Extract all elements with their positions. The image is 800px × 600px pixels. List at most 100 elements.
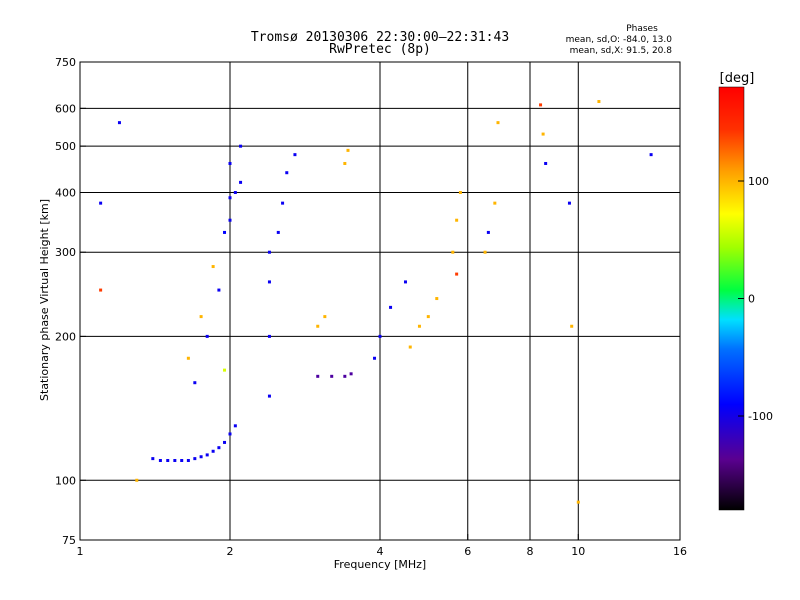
data-point (228, 196, 232, 200)
x-axis-label: Frequency [MHz] (334, 558, 426, 571)
data-point (193, 381, 197, 385)
x-tick-label: 10 (571, 545, 585, 558)
data-point (228, 218, 232, 222)
data-point (349, 372, 353, 376)
x-axis-ticks: 1 2 4 6 8 10 16 (77, 534, 687, 558)
x-tick-label: 1 (77, 545, 84, 558)
data-point (233, 424, 237, 428)
data-point (211, 265, 215, 269)
data-point (426, 315, 430, 319)
x-tick-label: 8 (527, 545, 534, 558)
data-point (276, 230, 280, 234)
data-point (389, 305, 393, 309)
data-point (228, 161, 232, 165)
data-point (493, 201, 497, 205)
y-tick-label: 200 (55, 330, 76, 343)
data-point (544, 161, 548, 165)
data-point (158, 458, 162, 462)
data-point (451, 250, 455, 254)
data-point (570, 324, 574, 328)
data-point (576, 500, 580, 504)
data-point (455, 272, 459, 276)
data-points (99, 100, 653, 504)
x-tick-label: 6 (464, 545, 471, 558)
data-point (567, 201, 571, 205)
data-point (135, 478, 139, 482)
data-point (223, 230, 227, 234)
data-point (193, 457, 197, 461)
data-point (346, 148, 350, 152)
data-point (117, 121, 121, 125)
y-tick-label: 75 (62, 534, 76, 547)
data-point (199, 315, 203, 319)
data-point (496, 121, 500, 125)
data-point (378, 334, 382, 338)
data-point (151, 457, 155, 461)
data-point (267, 334, 271, 338)
data-point (205, 453, 209, 457)
data-point (228, 432, 232, 436)
y-tick-label: 750 (55, 56, 76, 69)
data-point (285, 171, 289, 175)
data-point (330, 374, 334, 378)
data-point (99, 201, 103, 205)
data-point (267, 250, 271, 254)
y-tick-label: 500 (55, 140, 76, 153)
data-point (180, 458, 184, 462)
phases-o-line: mean, sd,O: -84.0, 13.0 (566, 35, 673, 45)
colorbar-label: [deg] (720, 71, 755, 86)
y-tick-label: 300 (55, 246, 76, 259)
y-axis-label: Stationary phase Virtual Height [km] (38, 199, 51, 401)
data-point (293, 153, 297, 157)
data-point (239, 180, 243, 184)
data-point (217, 446, 221, 450)
x-tick-label: 16 (673, 545, 687, 558)
data-point (281, 201, 285, 205)
data-point (217, 288, 221, 292)
data-point (435, 297, 439, 301)
data-point (223, 440, 227, 444)
data-point (173, 458, 177, 462)
data-point (539, 103, 543, 107)
colorbar-tick-label: 0 (748, 293, 755, 306)
data-point (316, 374, 320, 378)
data-point (323, 315, 327, 319)
data-point (458, 190, 462, 194)
data-point (205, 334, 209, 338)
data-point (343, 374, 347, 378)
chart-subtitle: RwPretec (8p) (329, 42, 431, 57)
phases-heading: Phases (626, 24, 658, 34)
data-point (373, 356, 377, 360)
data-point (211, 449, 215, 453)
data-point (267, 280, 271, 284)
colorbar-ticks: 100 0 -100 (738, 175, 773, 423)
data-point (267, 394, 271, 398)
data-point (486, 230, 490, 234)
data-point (483, 250, 487, 254)
data-point (403, 280, 407, 284)
data-point (343, 161, 347, 165)
colorbar-tick-label: -100 (748, 410, 773, 423)
grid-lines (80, 62, 680, 540)
data-point (186, 458, 190, 462)
data-point (166, 458, 170, 462)
data-point (199, 455, 203, 459)
y-tick-label: 600 (55, 102, 76, 115)
y-axis-ticks: 75 100 200 300 400 500 600 750 (55, 56, 86, 547)
data-point (541, 132, 545, 136)
x-tick-label: 4 (377, 545, 384, 558)
chart-title: Tromsø 20130306 22:30:00–22:31:43 (251, 30, 509, 45)
data-point (99, 288, 103, 292)
x-tick-label: 2 (227, 545, 234, 558)
data-point (223, 368, 227, 372)
data-point (233, 190, 237, 194)
y-tick-label: 100 (55, 474, 76, 487)
data-point (316, 324, 320, 328)
data-point (417, 324, 421, 328)
data-point (408, 345, 412, 349)
data-point (597, 100, 601, 104)
data-point (455, 218, 459, 222)
data-point (239, 144, 243, 148)
y-tick-label: 400 (55, 186, 76, 199)
